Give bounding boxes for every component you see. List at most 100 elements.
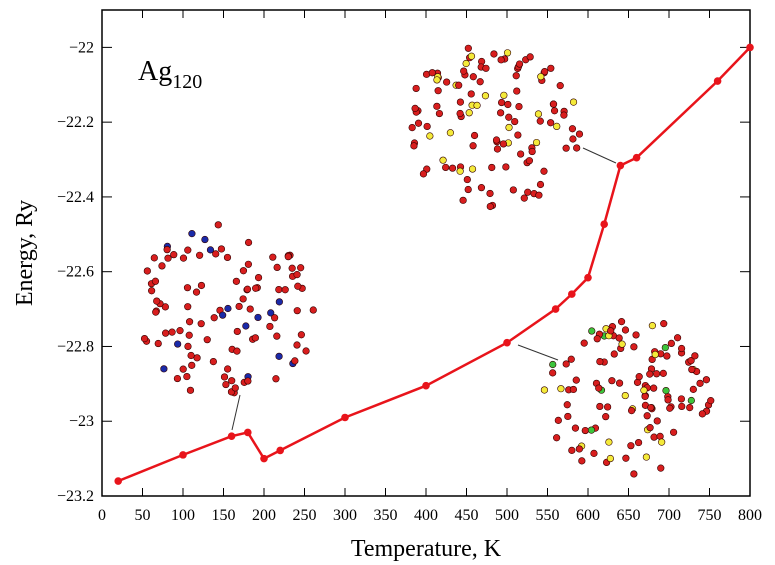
atom [511, 117, 519, 126]
atom [456, 98, 464, 106]
atom [187, 351, 195, 360]
x-tick-label: 750 [698, 507, 722, 524]
atom [602, 413, 610, 421]
atom [297, 331, 305, 339]
atom [571, 424, 580, 432]
atom [503, 49, 512, 57]
y-tick-label: −22.4 [57, 189, 94, 206]
atom [201, 235, 209, 244]
atom [541, 67, 549, 76]
atom [275, 352, 283, 360]
atom [164, 254, 172, 262]
atom [617, 318, 626, 326]
atom [222, 380, 230, 389]
atom [239, 267, 248, 275]
atom [659, 369, 667, 377]
y-axis-label: Energy, Ry [12, 200, 38, 306]
atom [666, 404, 674, 412]
atom [293, 307, 301, 315]
atom [524, 188, 532, 196]
atom [210, 314, 218, 322]
atom [196, 251, 204, 259]
atom [251, 334, 259, 342]
y-tick-label: −22.2 [57, 114, 94, 131]
atom [206, 246, 215, 254]
atom [575, 445, 583, 453]
atom [515, 60, 524, 68]
atom [411, 104, 419, 112]
atom [275, 285, 283, 294]
atom [662, 386, 670, 395]
atom [252, 284, 260, 292]
atom [604, 403, 612, 411]
atom [595, 384, 603, 392]
atom [647, 404, 655, 412]
atom [497, 56, 505, 64]
x-tick-label: 400 [414, 507, 438, 524]
data-point [503, 338, 511, 347]
atom [183, 372, 191, 381]
atom [653, 417, 661, 425]
atom [254, 273, 263, 282]
atom [231, 384, 239, 392]
data-point [244, 428, 252, 437]
atom [549, 100, 558, 108]
atom [214, 221, 222, 229]
atom [648, 322, 656, 330]
atom [707, 397, 715, 405]
atom [702, 376, 710, 384]
atom [273, 263, 281, 272]
atom [627, 407, 636, 415]
atom [188, 361, 196, 369]
atom [297, 264, 305, 272]
atom [184, 342, 192, 351]
atom [153, 297, 161, 305]
atom [152, 308, 160, 316]
atom [610, 350, 618, 358]
atom [185, 318, 194, 326]
atom [547, 64, 555, 72]
atom [562, 144, 570, 152]
atom [515, 102, 523, 111]
atom [630, 343, 638, 351]
atom [587, 426, 596, 434]
atom [512, 72, 520, 80]
atom [578, 457, 586, 465]
data-point [551, 305, 560, 313]
atom [513, 87, 521, 95]
atom [443, 78, 451, 86]
atom [535, 191, 543, 199]
atom [486, 202, 494, 211]
atom [212, 250, 220, 258]
x-tick-label: 450 [455, 507, 479, 524]
atom [650, 433, 658, 441]
atom [179, 365, 187, 373]
atom [687, 396, 695, 405]
atom [490, 50, 498, 58]
atom [243, 285, 252, 293]
atom [660, 320, 668, 328]
atom [426, 132, 434, 140]
atom [269, 253, 277, 261]
atom [673, 334, 682, 342]
atom [267, 309, 275, 317]
atom [560, 111, 568, 119]
atom [568, 446, 576, 454]
atom [505, 123, 513, 132]
atom [459, 196, 467, 204]
y-tick-label: −23 [69, 413, 94, 430]
x-axis-label: Temperature, K [351, 536, 502, 562]
atom [428, 69, 436, 77]
atom [184, 303, 192, 311]
atom [460, 67, 468, 75]
data-point [584, 273, 592, 282]
data-point [341, 413, 349, 422]
atom [557, 385, 565, 393]
atom [646, 424, 654, 432]
atom [588, 327, 596, 335]
x-tick-label: 700 [657, 507, 681, 524]
atom [698, 410, 706, 418]
atom [150, 254, 158, 262]
data-point [276, 446, 285, 455]
